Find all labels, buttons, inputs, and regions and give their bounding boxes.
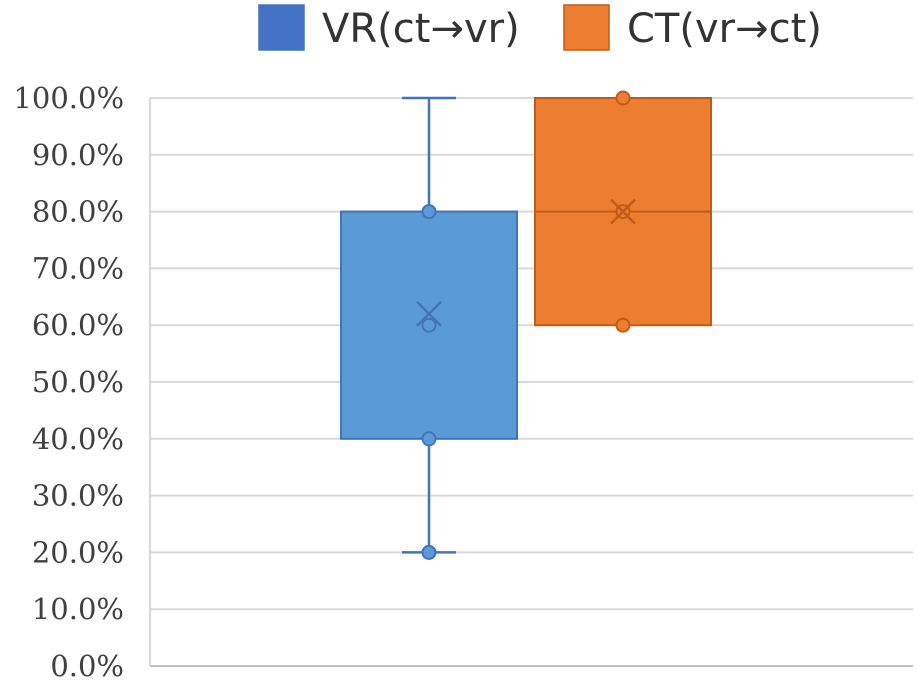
y-axis-tick-labels: 0.0% 10.0% 20.0% 30.0% 40.0% 50.0% 60.0% 70.0% 8…: [13, 81, 124, 683]
box-series-1: [340, 96, 518, 560]
legend: VR(ct→vr) CT(vr→ct): [258, 4, 822, 52]
data-point: [615, 317, 631, 333]
y-tick-label: 0.0%: [50, 649, 124, 683]
y-tick-label: 20.0%: [32, 535, 124, 569]
y-tick-label: 70.0%: [32, 251, 124, 285]
data-point: [421, 544, 437, 560]
y-tick-label: 80.0%: [32, 195, 124, 229]
y-tick-label: 100.0%: [13, 81, 124, 115]
data-point: [615, 90, 631, 106]
mean-marker-stroke: [610, 198, 636, 225]
legend-label: VR(ct→vr): [322, 6, 520, 52]
y-tick-label: 10.0%: [32, 592, 124, 626]
legend-item-1: VR(ct→vr): [258, 4, 520, 52]
data-point: [421, 317, 437, 333]
data-point: [421, 204, 437, 220]
mean-marker: [416, 300, 442, 327]
y-tick-label: 40.0%: [32, 422, 124, 456]
mean-marker-stroke: [416, 300, 442, 327]
mean-marker: [610, 198, 636, 225]
legend-item-2: CT(vr→ct): [563, 4, 822, 52]
legend-label: CT(vr→ct): [627, 6, 822, 52]
y-tick-label: 50.0%: [32, 365, 124, 399]
y-tick-label: 90.0%: [32, 138, 124, 172]
data-point: [421, 431, 437, 447]
y-tick-label: 30.0%: [32, 479, 124, 513]
box-series-2: [534, 90, 712, 333]
legend-swatch: [563, 4, 610, 51]
boxes: [340, 90, 712, 560]
gridlines: [149, 97, 913, 667]
y-tick-label: 60.0%: [32, 308, 124, 342]
legend-swatch: [258, 4, 305, 51]
